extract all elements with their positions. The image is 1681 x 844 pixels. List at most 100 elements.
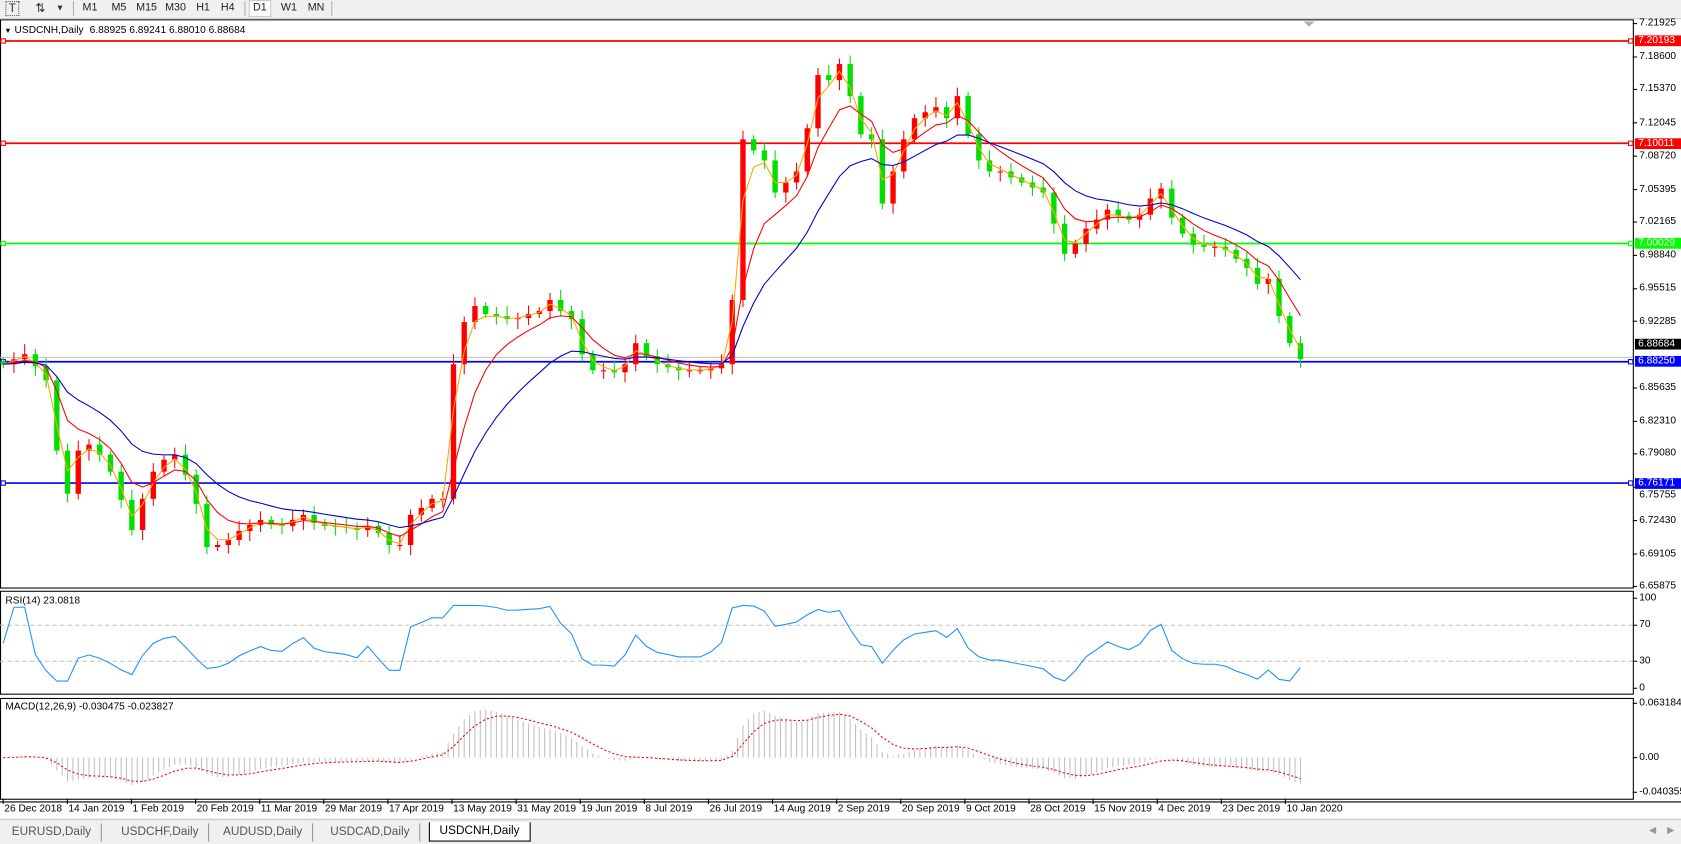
scroll-left-icon[interactable]: ◀ — [1648, 824, 1657, 836]
line-handle — [1627, 140, 1634, 146]
candle-body — [1297, 343, 1304, 360]
line-handle — [0, 140, 6, 146]
period-m1-button[interactable]: M1 — [82, 2, 98, 14]
line-handle — [0, 240, 6, 247]
period-d1-button[interactable]: D1 — [248, 0, 272, 18]
candle-body — [654, 356, 660, 365]
candle-body — [751, 139, 757, 151]
candle-body — [75, 450, 81, 494]
candle-body — [182, 454, 189, 475]
candle-body — [879, 139, 886, 204]
date-axis-label: 26 Jul 2019 — [709, 803, 763, 815]
candle-body — [150, 471, 156, 499]
macd-axis-label: 0.063184 — [1639, 696, 1681, 709]
candle-body — [815, 75, 821, 129]
candle-body — [472, 306, 478, 323]
price-axis-label: 7.02165 — [1639, 215, 1677, 228]
candle-body — [643, 343, 650, 357]
candle-body — [922, 112, 928, 119]
candle-body — [450, 364, 457, 499]
candle-body — [1115, 209, 1121, 216]
text-tool-icon[interactable]: T — [5, 1, 20, 17]
chart-tabs: EURUSD,Daily USDCHF,Daily AUDUSD,Daily USDC… — [0, 819, 1681, 844]
candle-body — [986, 160, 993, 172]
candle-body — [32, 354, 39, 367]
candle-body — [461, 322, 467, 365]
candle-body — [11, 359, 17, 365]
period-m30-button[interactable]: M30 — [165, 2, 186, 14]
collapse-triangle-icon[interactable]: ▼ — [4, 27, 12, 36]
moving-average-line — [3, 70, 1301, 545]
horizontal-line-price-label[interactable]: 7.20193 — [1634, 35, 1681, 47]
chart-tab[interactable]: USDCHF,Daily — [111, 823, 210, 842]
horizontal-line-price-label[interactable]: 7.10011 — [1634, 137, 1681, 149]
candle-body — [901, 139, 907, 172]
candle-body — [1169, 188, 1175, 218]
macd-label: MACD(12,26,9) -0.030475 -0.023827 — [5, 701, 174, 713]
macd-signal-line — [3, 713, 1301, 782]
candle-body — [493, 314, 500, 317]
chart-header: ▼ USDCNH,Daily 6.88925 6.89241 6.88010 6… — [4, 25, 245, 37]
chart-tab[interactable]: AUDUSD,Daily — [213, 823, 314, 842]
price-axis-label: 6.95515 — [1639, 282, 1677, 295]
horizontal-line-price-label[interactable]: 7.00029 — [1634, 238, 1681, 249]
candle-body — [804, 128, 810, 172]
candle-body — [214, 545, 221, 548]
period-h4-button[interactable]: H4 — [220, 2, 235, 14]
candle-body — [697, 370, 703, 372]
macd-axis-label: 0.00 — [1639, 751, 1660, 763]
candle-body — [1201, 244, 1207, 247]
candle-body — [161, 459, 167, 472]
chart-tab[interactable]: USDCAD,Daily — [321, 823, 421, 842]
price-axis-label: 6.65875 — [1639, 580, 1677, 592]
rsi-axis-label: 0 — [1639, 681, 1645, 694]
candle-body — [525, 314, 532, 319]
candle-body — [97, 444, 103, 455]
date-axis-label: 10 Jan 2020 — [1286, 803, 1343, 815]
date-axis-label: 14 Jan 2019 — [68, 803, 125, 815]
period-m5-button[interactable]: M5 — [111, 2, 127, 14]
period-h1-button[interactable]: H1 — [196, 2, 210, 14]
period-w1-button[interactable]: W1 — [280, 2, 297, 14]
candle-body — [54, 380, 60, 451]
scroll-right-icon[interactable]: ▶ — [1667, 824, 1675, 836]
chart-tab[interactable]: EURUSD,Daily — [2, 823, 102, 842]
macd-panel-frame — [0, 697, 1634, 800]
candle-body — [397, 545, 403, 547]
candle-body — [193, 474, 199, 504]
candle-body — [772, 160, 778, 193]
date-axis-label: 26 Dec 2018 — [4, 803, 63, 815]
chart-shift-marker — [1303, 21, 1315, 27]
candle-body — [858, 96, 864, 135]
period-m15-button[interactable]: M15 — [136, 2, 158, 14]
timeframe-toolbar: T ⇅ ▼ M1 M5 M15 M30 H1 H4 D1 W1 MN — [0, 0, 1681, 20]
horizontal-line-price-label[interactable]: 6.76171 — [1634, 477, 1681, 489]
arrows-tool-icon[interactable]: ⇅ — [35, 2, 46, 16]
candle-body — [139, 498, 146, 530]
period-mn-button[interactable]: MN — [307, 2, 325, 14]
candle-body — [107, 454, 114, 472]
line-handle — [1627, 38, 1634, 44]
rsi-panel-frame — [0, 590, 1634, 695]
chart-area[interactable]: ▼ USDCNH,Daily 6.88925 6.89241 6.88010 6… — [0, 18, 1681, 819]
candle-body — [965, 96, 971, 135]
candle-body — [1265, 278, 1271, 284]
candle-body — [868, 134, 875, 140]
date-axis-label: 1 Feb 2019 — [132, 803, 185, 815]
candle-body — [375, 525, 382, 533]
price-axis-label: 6.79080 — [1639, 447, 1677, 460]
toolbar-separator — [331, 1, 333, 17]
date-axis-label: 23 Dec 2019 — [1222, 803, 1281, 815]
chevron-down-icon[interactable]: ▼ — [55, 3, 65, 13]
date-axis-label: 20 Sep 2019 — [901, 803, 960, 815]
candle-body — [954, 96, 961, 119]
candle-body — [997, 171, 1003, 173]
chart-tab[interactable]: USDCNH,Daily — [428, 822, 531, 842]
price-axis-label: 7.12045 — [1639, 116, 1677, 129]
candle-body — [783, 182, 789, 193]
candle-body — [86, 444, 92, 451]
date-axis-label: 8 Jul 2019 — [645, 803, 693, 815]
horizontal-line-price-label[interactable]: 6.88250 — [1634, 356, 1681, 368]
macd-axis-label: -0.040355 — [1639, 785, 1681, 798]
